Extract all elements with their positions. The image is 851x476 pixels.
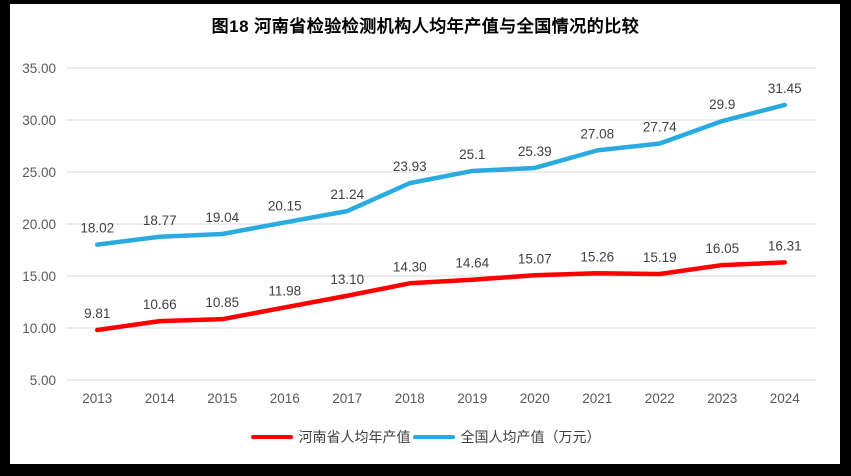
national-line-swatch	[412, 435, 455, 439]
data-label-1: 25.39	[518, 144, 552, 159]
y-tick-label: 15.00	[22, 269, 56, 284]
legend-item-national: 全国人均产值（万元）	[412, 427, 601, 447]
data-label-0: 15.19	[643, 250, 677, 265]
data-label-1: 18.02	[80, 221, 114, 236]
x-tick-label: 2024	[770, 391, 801, 406]
data-label-0: 16.05	[705, 241, 739, 256]
data-label-0: 14.64	[455, 256, 489, 271]
x-tick-label: 2016	[270, 391, 300, 406]
data-label-0: 11.98	[268, 283, 301, 298]
data-label-0: 14.30	[393, 259, 427, 274]
data-label-1: 20.15	[268, 198, 302, 213]
series-line-1	[95, 102, 787, 247]
chart-background	[10, 4, 840, 464]
y-tick-label: 10.00	[22, 321, 56, 336]
y-tick-label: 25.00	[22, 165, 56, 180]
x-tick-label: 2017	[332, 391, 362, 406]
data-label-0: 16.31	[768, 238, 802, 253]
x-tick-label: 2021	[582, 391, 612, 406]
legend-item-henan: 河南省人均年产值	[250, 427, 411, 447]
x-tick-label: 2015	[207, 391, 237, 406]
data-label-1: 18.77	[143, 213, 177, 228]
legend-label-national: 全国人均产值（万元）	[460, 429, 601, 445]
series-line-0	[95, 260, 787, 333]
data-label-0: 9.81	[84, 306, 110, 321]
data-label-1: 27.74	[643, 120, 677, 135]
data-label-0: 15.07	[518, 251, 552, 266]
data-label-1: 31.45	[768, 81, 802, 96]
x-tick-label: 2023	[707, 391, 737, 406]
x-tick-label: 2019	[457, 391, 487, 406]
x-tick-label: 2018	[395, 391, 425, 406]
data-label-1: 23.93	[393, 159, 427, 174]
henan-line-swatch	[250, 435, 293, 439]
chart-title: 图18 河南省检验检测机构人均年产值与全国情况的比较	[211, 17, 640, 36]
data-label-0: 10.66	[143, 297, 177, 312]
y-tick-label: 5.00	[30, 373, 56, 388]
y-tick-label: 20.00	[22, 217, 56, 232]
x-tick-label: 2013	[82, 391, 112, 406]
data-label-0: 15.26	[580, 249, 614, 264]
data-label-1: 27.08	[580, 126, 614, 141]
x-tick-label: 2020	[520, 391, 550, 406]
data-label-0: 13.10	[330, 272, 364, 287]
data-label-1: 21.24	[330, 187, 364, 202]
x-tick-label: 2022	[645, 391, 675, 406]
y-tick-label: 35.00	[22, 61, 56, 76]
data-label-0: 10.85	[205, 295, 239, 310]
data-label-1: 25.1	[459, 147, 485, 162]
y-tick-label: 30.00	[22, 113, 56, 128]
data-label-1: 19.04	[205, 210, 239, 225]
legend: 河南省人均年产值 全国人均产值（万元）	[0, 427, 851, 447]
data-label-1: 29.9	[709, 97, 735, 112]
x-tick-label: 2014	[145, 391, 176, 406]
legend-label-henan: 河南省人均年产值	[298, 429, 411, 445]
